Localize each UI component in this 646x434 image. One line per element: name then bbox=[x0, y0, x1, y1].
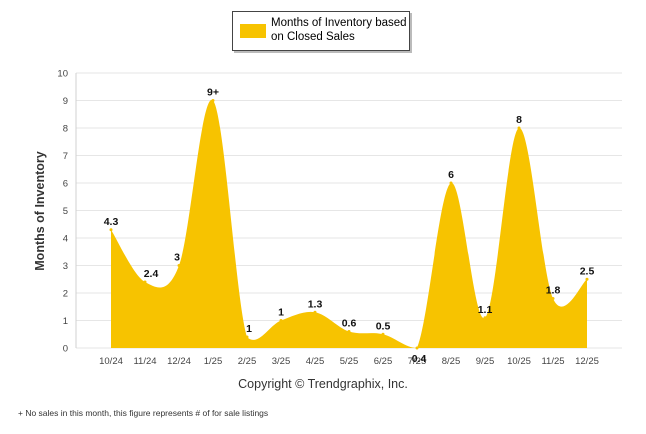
data-point bbox=[211, 99, 215, 102]
y-tick-label: 0 bbox=[63, 344, 68, 355]
data-label: 1.1 bbox=[478, 304, 493, 316]
data-point bbox=[279, 319, 283, 322]
x-tick-label: 2/25 bbox=[238, 356, 257, 367]
data-label: 1 bbox=[246, 323, 252, 335]
y-tick-label: 10 bbox=[57, 69, 68, 80]
data-label: 1.8 bbox=[546, 285, 561, 297]
x-tick-label: 10/25 bbox=[507, 356, 531, 367]
data-point bbox=[585, 277, 589, 281]
x-tick-label: 6/25 bbox=[374, 356, 393, 367]
x-tick-label: 4/25 bbox=[306, 356, 325, 367]
copyright-text: Copyright © Trendgraphix, Inc. bbox=[238, 377, 408, 391]
data-label: 0.5 bbox=[376, 320, 391, 332]
data-point bbox=[483, 316, 487, 320]
data-point bbox=[245, 335, 249, 339]
data-point bbox=[177, 264, 181, 267]
data-point bbox=[517, 126, 521, 130]
y-tick-label: 1 bbox=[63, 316, 68, 327]
legend-label: Months of Inventory based on Closed Sale… bbox=[271, 17, 407, 43]
data-labels: 4.3 2.4 3 9+ 1 1 1.3 0.6 0.5 0.4 6 1.1 8 1.8 2.5 bbox=[104, 87, 595, 366]
footnote: + No sales in this month, this figure re… bbox=[18, 408, 269, 418]
data-point bbox=[313, 310, 317, 314]
data-label: 9+ bbox=[207, 87, 219, 99]
x-tick-label: 5/25 bbox=[340, 356, 359, 367]
x-tick-label: 7/25 bbox=[408, 356, 427, 367]
data-point bbox=[347, 330, 351, 333]
data-label: 1 bbox=[278, 307, 284, 319]
data-label: 2.4 bbox=[144, 268, 159, 280]
y-tick-label: 3 bbox=[63, 261, 68, 272]
x-tick-label: 8/25 bbox=[442, 356, 461, 367]
data-label: 2.5 bbox=[580, 265, 595, 277]
y-tick-label: 2 bbox=[63, 289, 68, 300]
x-tick-label: 3/25 bbox=[272, 356, 291, 367]
area-fill bbox=[111, 99, 587, 348]
y-tick-label: 5 bbox=[63, 206, 68, 217]
x-axis-ticks: 10/24 11/24 12/24 1/25 2/25 3/25 4/25 5/25 6/25 7… bbox=[99, 356, 599, 367]
data-label: 4.3 bbox=[104, 216, 119, 228]
data-label: 6 bbox=[448, 169, 454, 181]
data-label: 0.6 bbox=[342, 318, 357, 330]
x-tick-label: 12/24 bbox=[167, 356, 191, 367]
data-label: 1.3 bbox=[308, 298, 323, 310]
x-tick-label: 11/24 bbox=[133, 356, 156, 367]
y-tick-label: 4 bbox=[63, 234, 68, 245]
data-point bbox=[551, 297, 555, 300]
data-label: 3 bbox=[174, 252, 180, 264]
y-axis-ticks: 0 1 2 3 4 5 6 7 8 9 10 bbox=[57, 69, 68, 355]
data-label: 0.4 bbox=[412, 353, 427, 365]
y-axis-title: Months of Inventory bbox=[33, 151, 47, 271]
data-point bbox=[381, 332, 385, 336]
data-label: 8 bbox=[516, 114, 522, 126]
y-tick-label: 6 bbox=[63, 179, 68, 190]
x-tick-label: 1/25 bbox=[204, 356, 223, 367]
legend-swatch bbox=[240, 24, 266, 38]
data-point bbox=[415, 346, 419, 350]
legend: Months of Inventory based on Closed Sale… bbox=[232, 11, 410, 51]
data-point bbox=[109, 228, 113, 232]
area-series bbox=[109, 99, 589, 350]
y-tick-label: 8 bbox=[63, 124, 68, 135]
data-point bbox=[143, 280, 147, 284]
x-tick-label: 10/24 bbox=[99, 356, 123, 367]
x-tick-label: 9/25 bbox=[476, 356, 495, 367]
y-tick-label: 9 bbox=[63, 96, 68, 107]
data-point bbox=[449, 181, 453, 185]
x-tick-label: 11/25 bbox=[541, 356, 564, 367]
x-tick-label: 12/25 bbox=[575, 356, 599, 367]
y-tick-label: 7 bbox=[63, 151, 68, 162]
